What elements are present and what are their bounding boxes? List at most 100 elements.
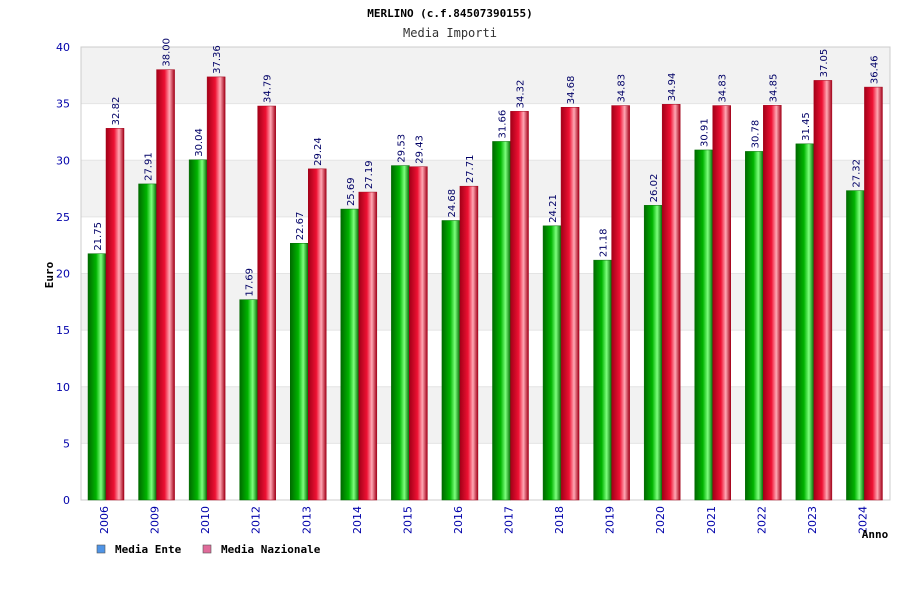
y-tick-label: 35 bbox=[56, 98, 70, 111]
bar-value-label: 24.68 bbox=[447, 189, 458, 218]
legend-label-media-ente: Media Ente bbox=[115, 543, 182, 556]
bar-media-ente bbox=[239, 299, 258, 501]
chart-title: MERLINO (c.f.84507390155) bbox=[367, 7, 533, 20]
bar-media-nazionale bbox=[459, 185, 479, 501]
bar-value-label: 30.78 bbox=[750, 120, 761, 149]
x-tick-label: 2019 bbox=[604, 506, 617, 534]
bar-media-ente bbox=[745, 151, 764, 501]
legend-swatch-media-ente bbox=[96, 544, 106, 554]
bar-value-label: 22.67 bbox=[295, 212, 306, 241]
x-tick-label: 2009 bbox=[149, 506, 162, 534]
bar-value-label: 37.36 bbox=[212, 45, 223, 74]
data-labels: 21.75 32.82 27.91 38.00 30.04 37.36 17.69 34.79… bbox=[93, 38, 880, 297]
bar-value-label: 27.19 bbox=[364, 160, 375, 189]
bar-value-label: 24.21 bbox=[548, 194, 559, 223]
x-tick-label: 2015 bbox=[401, 506, 414, 534]
x-tick-label: 2010 bbox=[199, 506, 212, 534]
bar-value-label: 27.71 bbox=[465, 155, 476, 184]
bar-value-label: 34.94 bbox=[667, 73, 678, 102]
bar-media-ente bbox=[188, 159, 208, 501]
bar-media-nazionale bbox=[358, 191, 378, 501]
bar-media-ente bbox=[694, 149, 713, 501]
bar-media-nazionale bbox=[308, 168, 327, 501]
bar-value-label: 31.45 bbox=[801, 112, 812, 141]
x-axis-label: Anno bbox=[862, 528, 889, 541]
bar-media-nazionale bbox=[712, 105, 731, 501]
bar-value-label: 17.69 bbox=[245, 268, 256, 297]
bar-value-label: 34.85 bbox=[768, 74, 779, 103]
x-tick-label: 2016 bbox=[452, 506, 465, 534]
bar-media-ente bbox=[846, 190, 865, 501]
bar-value-label: 29.43 bbox=[414, 135, 425, 164]
bar-media-nazionale bbox=[105, 128, 125, 501]
bar-value-label: 30.04 bbox=[194, 128, 205, 157]
x-tick-label: 2020 bbox=[654, 506, 667, 534]
bar-value-label: 27.32 bbox=[851, 159, 862, 188]
bar-media-nazionale bbox=[409, 166, 428, 501]
bar-media-nazionale bbox=[156, 69, 175, 501]
bar-media-nazionale bbox=[763, 105, 782, 501]
bar-value-label: 34.83 bbox=[718, 74, 729, 103]
bar-media-nazionale bbox=[206, 76, 226, 501]
bar-media-nazionale bbox=[510, 111, 529, 501]
bar-value-label: 37.05 bbox=[819, 49, 830, 78]
bar-media-nazionale bbox=[560, 106, 580, 501]
x-tick-label: 2006 bbox=[98, 506, 111, 534]
y-axis-label: Euro bbox=[43, 261, 56, 288]
x-tick-label: 2012 bbox=[250, 506, 263, 534]
plot-frame bbox=[80, 46, 891, 501]
y-tick-label: 10 bbox=[56, 381, 70, 394]
bar-media-ente bbox=[643, 205, 663, 501]
bar-value-label: 29.53 bbox=[396, 134, 407, 163]
bar-media-ente bbox=[138, 183, 157, 501]
y-tick-label: 20 bbox=[56, 268, 70, 281]
x-tick-label: 2014 bbox=[351, 506, 364, 534]
y-tick-label: 0 bbox=[63, 494, 70, 507]
bar-value-label: 21.75 bbox=[93, 222, 104, 251]
bar-value-label: 26.02 bbox=[649, 174, 660, 203]
y-tick-label: 15 bbox=[56, 324, 70, 337]
bar-value-label: 38.00 bbox=[162, 38, 173, 67]
chart-subtitle: Media Importi bbox=[403, 26, 497, 40]
legend: Media Ente Media Nazionale bbox=[96, 543, 321, 556]
legend-label-media-nazionale: Media Nazionale bbox=[221, 543, 321, 556]
bar-value-label: 36.46 bbox=[869, 55, 880, 84]
bar-value-label: 27.91 bbox=[144, 152, 155, 181]
bar-media-nazionale bbox=[661, 104, 681, 501]
bar-media-nazionale bbox=[813, 80, 833, 501]
bar-media-ente bbox=[340, 208, 360, 501]
y-tick-label: 40 bbox=[56, 41, 70, 54]
legend-swatch-media-nazionale bbox=[202, 544, 212, 554]
x-axis: 2006 2009 2010 2012 2013 2014 2015 2016 2017 2018… bbox=[98, 506, 869, 534]
bar-media-ente bbox=[492, 141, 511, 501]
bar-value-label: 34.79 bbox=[263, 74, 274, 103]
bar-value-label: 32.82 bbox=[111, 97, 122, 126]
y-tick-label: 25 bbox=[56, 211, 70, 224]
x-tick-label: 2024 bbox=[856, 506, 869, 534]
x-tick-label: 2017 bbox=[503, 506, 516, 534]
bar-value-label: 34.68 bbox=[566, 76, 577, 105]
bar-value-label: 29.24 bbox=[313, 137, 324, 166]
x-tick-label: 2023 bbox=[806, 506, 819, 534]
bar-media-ente bbox=[441, 220, 461, 501]
bar-value-label: 34.32 bbox=[516, 80, 527, 109]
bar-media-ente bbox=[795, 143, 815, 501]
x-tick-label: 2018 bbox=[553, 506, 566, 534]
bar-value-label: 21.18 bbox=[599, 228, 610, 257]
bar-media-nazionale bbox=[864, 86, 883, 501]
x-tick-label: 2022 bbox=[755, 506, 768, 534]
x-tick-label: 2013 bbox=[300, 506, 313, 534]
bar-media-ente bbox=[542, 225, 562, 501]
bar-media-ente bbox=[290, 243, 309, 501]
bars bbox=[87, 69, 883, 501]
y-axis: 0 5 10 15 20 25 30 35 40 bbox=[56, 41, 70, 507]
bar-media-ente bbox=[391, 165, 410, 501]
x-tick-label: 2021 bbox=[705, 506, 718, 534]
bar-value-label: 25.69 bbox=[346, 177, 357, 206]
y-tick-label: 5 bbox=[63, 437, 70, 450]
bar-media-ente bbox=[87, 253, 107, 501]
bar-value-label: 30.91 bbox=[700, 118, 711, 147]
bar-value-label: 31.66 bbox=[498, 110, 509, 139]
bar-media-nazionale bbox=[257, 105, 276, 501]
bar-media-nazionale bbox=[611, 105, 630, 501]
